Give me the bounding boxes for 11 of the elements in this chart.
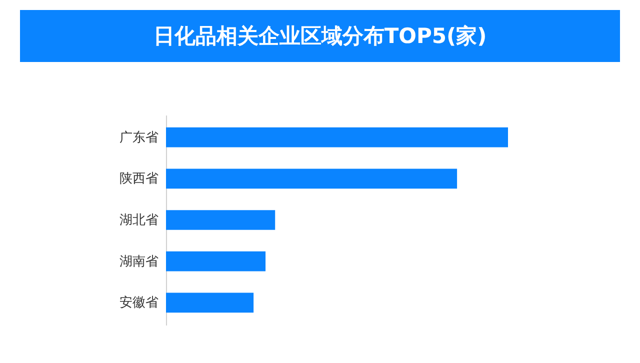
chart-title: 日化品相关企业区域分布TOP5(家): [20, 10, 620, 62]
bar: [166, 210, 276, 230]
y-tick-label: 广东省: [120, 130, 158, 146]
y-tick-label: 湖北省: [120, 213, 158, 228]
y-tick-label: 湖南省: [120, 254, 158, 270]
y-tick-label: 陕西省: [120, 172, 158, 187]
bar: [166, 251, 266, 272]
bar: [166, 127, 508, 148]
y-tick-label: 安徽省: [120, 294, 158, 311]
bar: [166, 168, 458, 189]
bar: [166, 292, 254, 313]
